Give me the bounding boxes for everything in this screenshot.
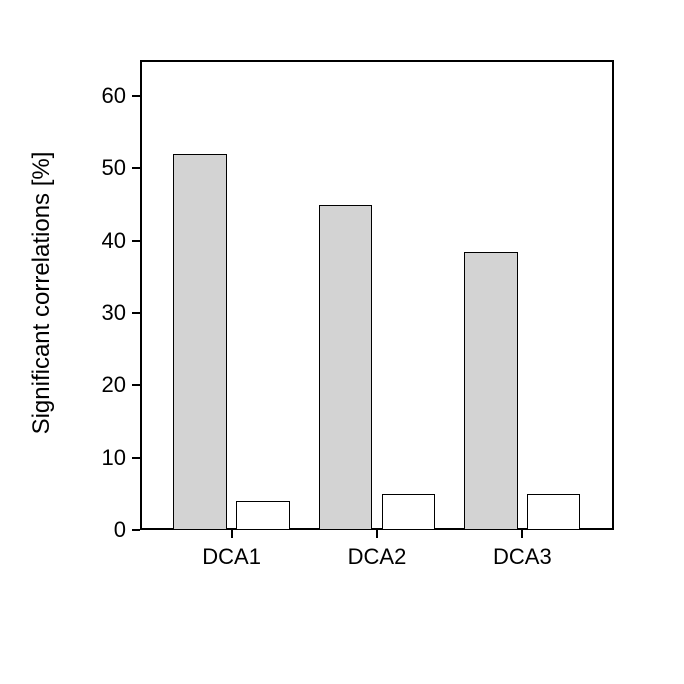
y-tick-label: 30: [76, 300, 126, 326]
y-tick-mark: [132, 529, 140, 531]
y-tick-label: 60: [76, 83, 126, 109]
x-tick-mark: [231, 530, 233, 538]
bar-gray: [464, 252, 517, 530]
y-axis-label: Significant correlations [%]: [28, 58, 56, 528]
x-tick-mark: [376, 530, 378, 538]
y-tick-mark: [132, 167, 140, 169]
bar-gray: [173, 154, 226, 530]
y-tick-mark: [132, 312, 140, 314]
y-tick-mark: [132, 95, 140, 97]
x-tick-mark: [521, 530, 523, 538]
x-tick-label: DCA3: [462, 544, 582, 570]
y-tick-label: 20: [76, 372, 126, 398]
bar-white: [382, 494, 435, 530]
y-tick-label: 0: [76, 517, 126, 543]
x-tick-label: DCA2: [317, 544, 437, 570]
y-tick-mark: [132, 457, 140, 459]
y-tick-label: 40: [76, 228, 126, 254]
chart-container: Significant correlations [%] 0 10 20 30 40 50…: [0, 0, 684, 684]
bar-white: [236, 501, 289, 530]
y-tick-mark: [132, 240, 140, 242]
bar-gray: [319, 205, 372, 530]
y-tick-label: 50: [76, 155, 126, 181]
x-tick-label: DCA1: [172, 544, 292, 570]
y-tick-label: 10: [76, 445, 126, 471]
bar-white: [527, 494, 580, 530]
y-tick-mark: [132, 384, 140, 386]
